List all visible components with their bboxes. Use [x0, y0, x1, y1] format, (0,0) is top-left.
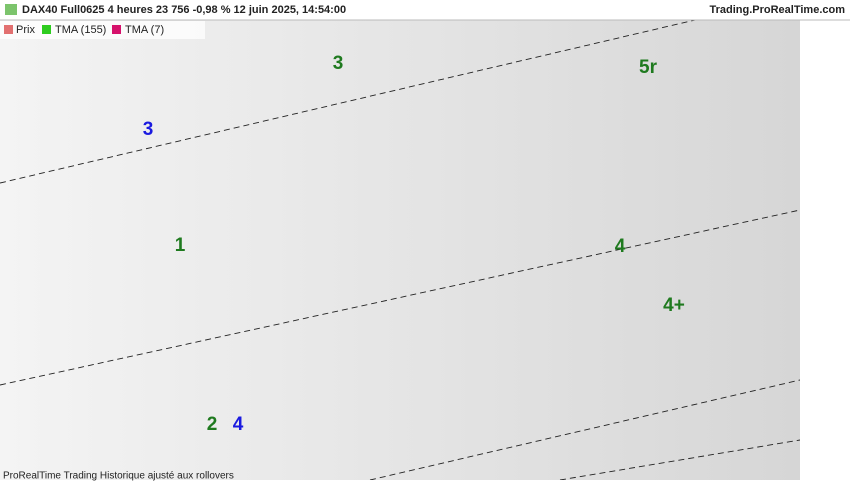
- legend-swatch: [42, 25, 51, 34]
- source: Trading.ProRealTime.com: [709, 4, 845, 16]
- legend: [0, 21, 205, 39]
- legend-swatch: [112, 25, 121, 34]
- legend-swatch: [4, 25, 13, 34]
- annotation: 4+: [663, 295, 685, 316]
- footer: ProRealTime Trading Historique ajusté au…: [3, 471, 234, 482]
- plot-area: [0, 20, 800, 480]
- header-icon: [5, 4, 17, 15]
- annotation: 3: [143, 119, 154, 140]
- legend-entry: TMA (155): [55, 24, 106, 36]
- header-title: DAX40 Full0625 4 heures 23 756 -0,98 % 1…: [22, 4, 346, 16]
- annotation: 1: [175, 235, 186, 256]
- time-axis: [0, 480, 850, 500]
- price-axis: [800, 20, 850, 480]
- annotation: 2: [207, 414, 218, 435]
- channel-line: [369, 379, 801, 481]
- legend-entry: TMA (7): [125, 24, 164, 36]
- annotation: 3: [333, 53, 344, 74]
- annotation: 5r: [639, 57, 658, 78]
- annotation: 4: [233, 414, 244, 435]
- channel-line: [0, 19, 696, 184]
- legend-entry: Prix: [16, 24, 35, 36]
- channel-line: [559, 439, 801, 481]
- annotation: 4: [615, 236, 626, 257]
- channel-lines: [0, 19, 801, 481]
- channel-line: [0, 209, 801, 386]
